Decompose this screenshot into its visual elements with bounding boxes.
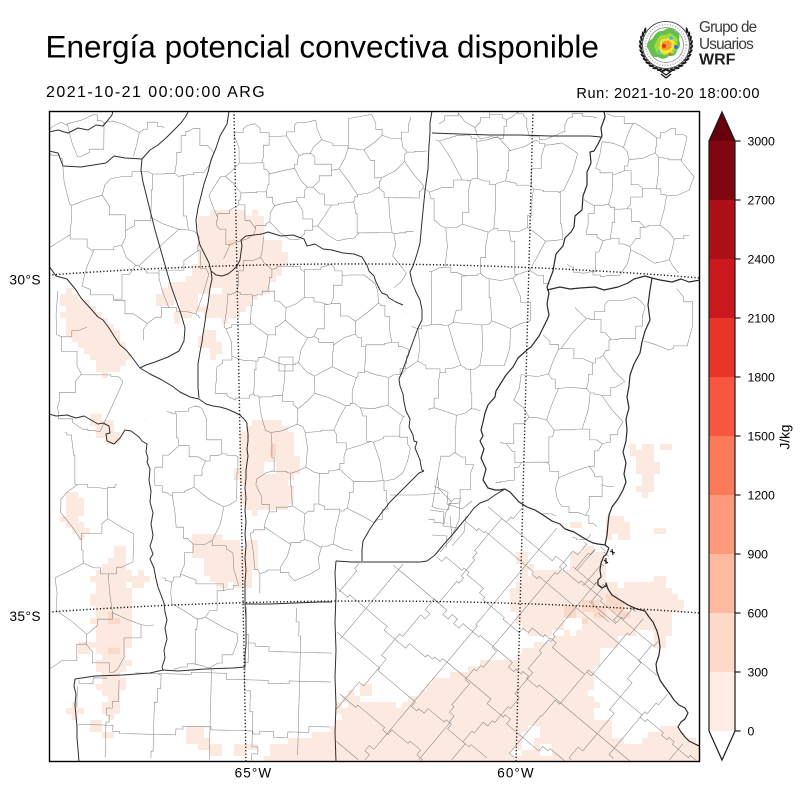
- svg-text:2400: 2400: [748, 252, 776, 266]
- svg-text:Grupo de: Grupo de: [699, 19, 757, 36]
- svg-text:J/kg: J/kg: [778, 425, 793, 450]
- svg-text:60°W: 60°W: [497, 766, 535, 781]
- svg-text:2100: 2100: [748, 311, 776, 325]
- svg-text:1800: 1800: [748, 370, 776, 384]
- svg-text:3000: 3000: [748, 134, 776, 148]
- svg-text:1200: 1200: [748, 488, 776, 502]
- svg-text:30°S: 30°S: [9, 273, 41, 288]
- svg-text:35°S: 35°S: [9, 609, 41, 624]
- svg-text:1500: 1500: [748, 429, 776, 443]
- svg-text:600: 600: [748, 606, 769, 620]
- svg-text:900: 900: [748, 547, 769, 561]
- svg-text:65°W: 65°W: [235, 766, 273, 781]
- svg-text:WRF: WRF: [699, 52, 736, 69]
- svg-text:300: 300: [748, 665, 769, 679]
- svg-text:2700: 2700: [748, 193, 776, 207]
- svg-text:0: 0: [748, 724, 755, 738]
- svg-text:Energía potencial convectiva d: Energía potencial convectiva disponible: [46, 29, 599, 65]
- svg-text:2021-10-21 00:00:00 ARG: 2021-10-21 00:00:00 ARG: [46, 84, 266, 101]
- svg-text:Usuarios: Usuarios: [699, 36, 754, 53]
- svg-text:Run: 2021-10-20 18:00:00: Run: 2021-10-20 18:00:00: [576, 86, 760, 102]
